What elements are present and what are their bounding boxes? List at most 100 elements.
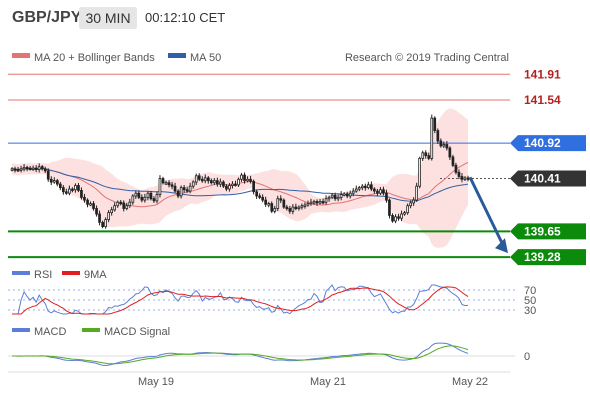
candle-body (137, 192, 141, 198)
candle-body (282, 199, 286, 208)
candle-body (288, 208, 292, 212)
candle-body (95, 208, 98, 215)
candle-body (86, 199, 89, 205)
candle-body (77, 185, 80, 191)
candle-body (345, 193, 349, 197)
candle-body (46, 170, 50, 180)
candle-body (240, 174, 243, 180)
candle-body (209, 180, 213, 184)
candle-body (62, 187, 65, 193)
bollinger-legend-label: MA 20 + Bollinger Bands (34, 52, 155, 64)
candle-body (454, 164, 458, 173)
price-tag-139.65 (510, 223, 586, 240)
candle-body (430, 117, 434, 159)
candle-body (273, 208, 277, 212)
candle-body (200, 178, 204, 182)
candle-body (252, 180, 255, 193)
candle-body (34, 167, 38, 171)
candle-body (291, 206, 295, 212)
candle-body (421, 152, 425, 159)
candle-body (194, 175, 198, 183)
clock-label: 00:12:10 CET (145, 10, 226, 25)
price-label-141.91: 141.91 (524, 67, 561, 81)
candle-body (348, 192, 352, 197)
candle-body (276, 198, 280, 209)
candle-body (149, 192, 153, 200)
macd-legend: MACD MACD Signal (12, 326, 170, 338)
price-label-139.28: 139.28 (524, 250, 561, 264)
timeframe-button[interactable]: 30 MIN (79, 7, 137, 29)
macd-legend-swatch (12, 328, 30, 332)
candle-body (43, 168, 47, 172)
candle-body (173, 185, 177, 192)
candle-body (415, 185, 419, 201)
candle-body (182, 187, 186, 191)
candle-body (366, 184, 370, 189)
candle-body (382, 189, 385, 194)
candle-body (258, 195, 262, 198)
price-label-140.41: 140.41 (524, 172, 561, 186)
candle-body (448, 147, 452, 158)
candle-body (234, 183, 237, 187)
candle-body (261, 196, 265, 201)
candle-body (418, 157, 422, 187)
candle-body (279, 198, 283, 201)
candle-body (101, 221, 104, 227)
candle-body (391, 214, 394, 222)
candle-body (134, 192, 138, 197)
candle-body (71, 188, 74, 191)
candle-body (31, 167, 35, 171)
candle-body (37, 166, 41, 170)
candle-body (231, 183, 234, 187)
candle-body (403, 212, 406, 215)
candle-body (161, 178, 165, 184)
candle-body (228, 185, 231, 190)
candle-body (49, 178, 53, 183)
forecast-arrow-layer (468, 176, 508, 254)
x-tick-may22: May 22 (452, 376, 488, 388)
candle-body (158, 178, 162, 196)
rsi-tick-70: 70 (524, 285, 536, 297)
price-tag-140.92 (510, 135, 586, 152)
candle-body (321, 201, 325, 204)
rsi-ma-line (12, 286, 469, 315)
ma50-legend-label: MA 50 (190, 52, 221, 64)
candle-body (309, 201, 313, 205)
rsi-tick-30: 30 (524, 305, 536, 317)
candle-body (249, 178, 252, 182)
candle-body (185, 189, 189, 192)
candle-body (342, 193, 346, 196)
rsi-ma-legend-label: 9MA (84, 269, 107, 281)
candle-body (379, 189, 382, 194)
candle-body (131, 195, 135, 203)
candle-body (433, 117, 437, 131)
candle-body (104, 219, 107, 228)
price-tag-140.41 (510, 170, 586, 187)
candle-body (463, 177, 467, 180)
price-tag-139.28 (510, 249, 586, 266)
macd-legend-label: MACD (34, 326, 66, 338)
candle-body (303, 204, 307, 207)
price-label-139.65: 139.65 (524, 224, 561, 238)
candle-body (445, 144, 449, 149)
candle-body (439, 140, 443, 147)
candle-body (267, 203, 271, 206)
candle-body (167, 182, 171, 186)
candle-body (339, 194, 343, 198)
candle-body (369, 184, 373, 190)
price-label-140.92: 140.92 (524, 136, 561, 150)
candle-body (52, 180, 56, 183)
bollinger-band-layer (12, 108, 468, 248)
candle-body (59, 183, 62, 189)
candle-body (285, 206, 289, 210)
candle-body (406, 205, 410, 214)
candle-body (107, 212, 110, 221)
candle-body (427, 155, 431, 159)
candle-body (324, 198, 328, 203)
candle-body (188, 185, 192, 192)
rsi-ma-legend-swatch (62, 271, 80, 275)
candle-body (451, 156, 455, 166)
candle-body (152, 198, 156, 202)
candle-body (412, 199, 416, 204)
candle-body (68, 188, 71, 194)
